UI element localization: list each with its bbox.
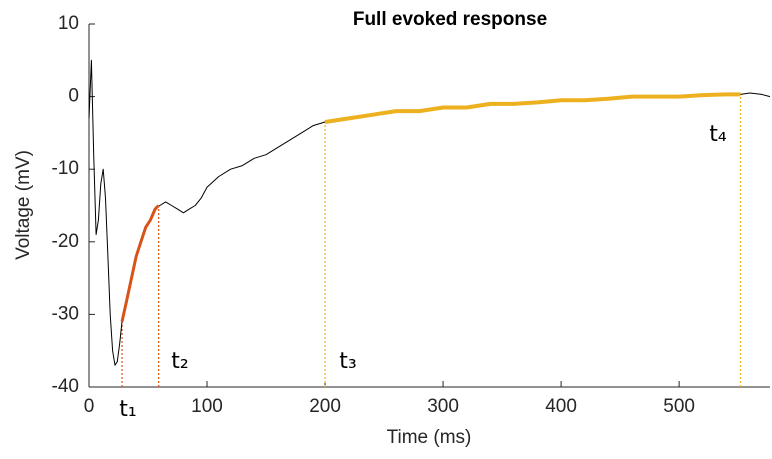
y-tick-label: 0 <box>68 86 79 107</box>
trace <box>324 92 741 124</box>
x-tick-label: 300 <box>427 396 459 417</box>
x-tick-label: 400 <box>545 396 577 417</box>
y-tick-label: -40 <box>52 376 79 397</box>
marker-label: t₁ <box>119 397 136 422</box>
x-tick-label: 100 <box>191 396 223 417</box>
x-tick-label: 200 <box>309 396 341 417</box>
marker-label: t₃ <box>339 349 356 374</box>
trace <box>120 204 160 323</box>
x-tick-label: 500 <box>663 396 695 417</box>
marker-label: t₂ <box>171 349 188 374</box>
y-tick-label: -20 <box>52 231 79 252</box>
y-tick-label: -30 <box>52 303 79 324</box>
y-axis-label: Voltage (mV) <box>13 150 34 260</box>
marker-label: t₄ <box>709 122 727 147</box>
x-tick-label: 0 <box>84 396 95 417</box>
chart-title: Full evoked response <box>353 9 547 30</box>
trace <box>88 59 771 366</box>
y-tick-label: -10 <box>52 158 79 179</box>
x-axis-label: Time (ms) <box>387 427 472 448</box>
y-tick-label: 10 <box>58 13 79 34</box>
